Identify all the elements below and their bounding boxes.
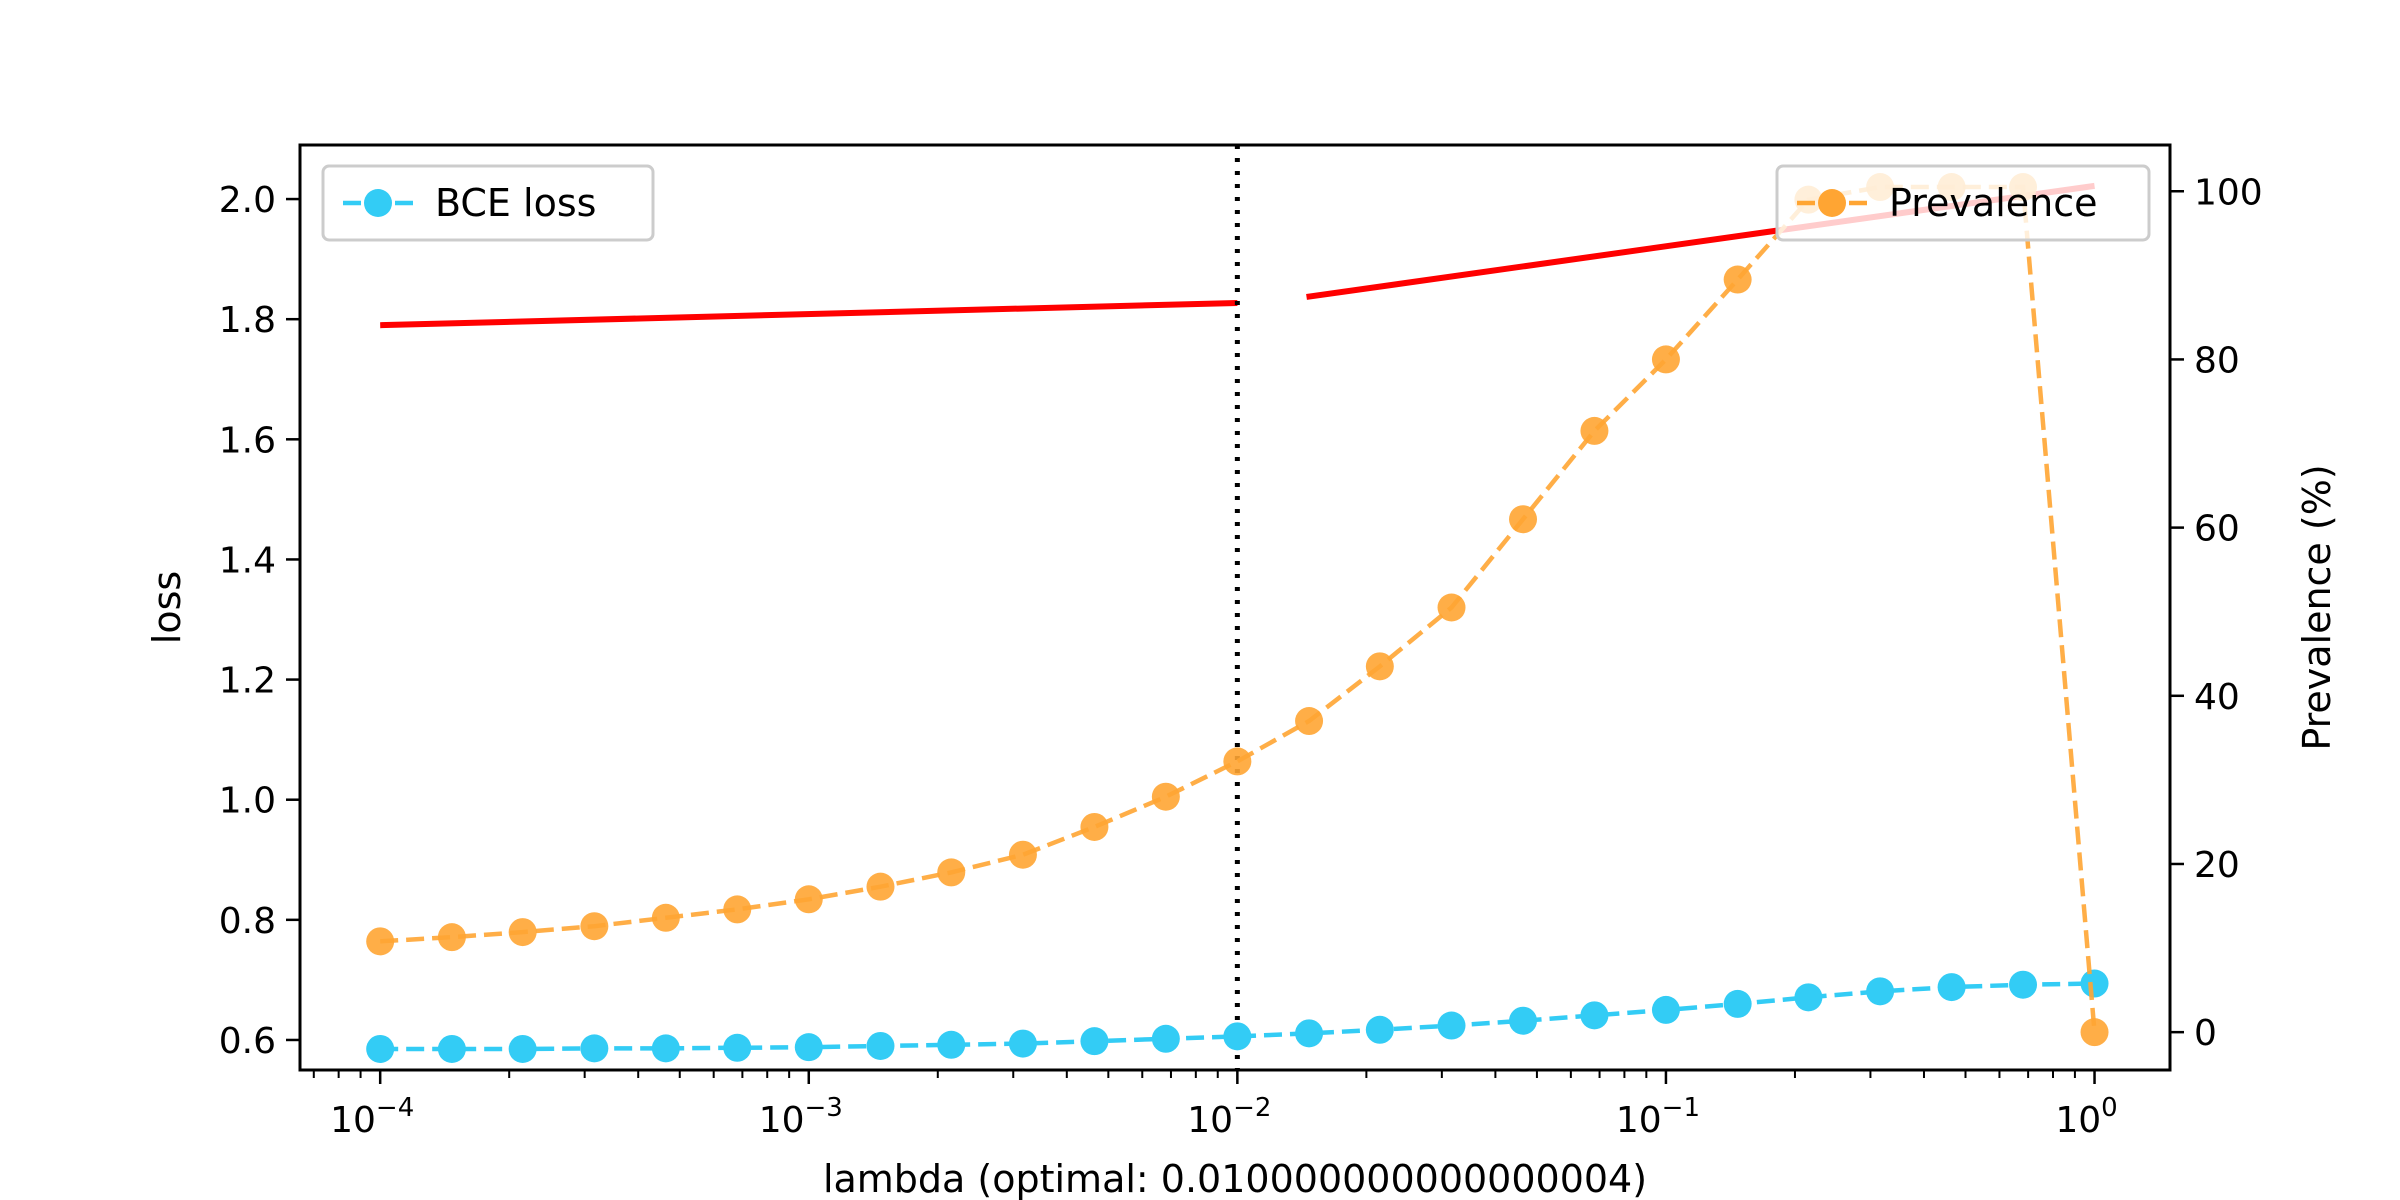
- data-point: [937, 1030, 966, 1059]
- right-tick-label: 20: [2194, 845, 2240, 886]
- data-point: [1794, 983, 1823, 1012]
- data-point: [1080, 812, 1109, 841]
- data-point: [1365, 652, 1394, 681]
- right-tick-label: 80: [2194, 340, 2240, 381]
- data-point: [437, 923, 466, 952]
- data-point: [580, 1034, 609, 1063]
- data-point: [723, 1033, 752, 1062]
- x-tick-label: 100: [2055, 1093, 2117, 1141]
- data-point: [1437, 1011, 1466, 1040]
- legend-marker-swatch: [1818, 189, 1846, 217]
- data-point: [1651, 995, 1680, 1024]
- data-point: [1580, 1001, 1609, 1030]
- x-tick-exponent: −1: [1662, 1093, 1700, 1123]
- data-point: [508, 918, 537, 947]
- data-point: [1866, 977, 1895, 1006]
- data-point: [723, 895, 752, 924]
- series-line-prevalence: [380, 184, 2097, 1033]
- data-point: [1151, 1024, 1180, 1053]
- data-point: [1295, 707, 1324, 736]
- data-point: [1008, 1029, 1037, 1058]
- data-point: [1580, 416, 1609, 445]
- x-tick-exponent: 0: [2101, 1093, 2118, 1123]
- legend-box: [1775, 164, 2151, 242]
- data-point: [437, 1034, 466, 1063]
- data-point: [1723, 265, 1752, 294]
- data-point: [866, 1031, 895, 1060]
- x-tick-base: 10: [1616, 1100, 1662, 1141]
- x-tick-base: 10: [759, 1100, 805, 1141]
- data-point: [2009, 970, 2038, 999]
- left-tick-label: 1.8: [219, 300, 276, 341]
- plot-frame: [298, 143, 2172, 1072]
- right-axis-title: Prevalence (%): [2295, 464, 2339, 750]
- data-point: [1723, 989, 1752, 1018]
- x-tick-exponent: −3: [805, 1093, 843, 1123]
- left-tick-label: 0.6: [219, 1021, 276, 1062]
- data-point: [1151, 782, 1180, 811]
- right-tick-label: 60: [2194, 509, 2240, 550]
- x-tick-label: 10−4: [330, 1093, 414, 1141]
- legend-label: Prevalence: [1889, 181, 2097, 225]
- legend-label: BCE loss: [435, 181, 596, 225]
- data-point: [1008, 840, 1037, 869]
- right-tick-label: 0: [2194, 1013, 2217, 1054]
- data-point: [794, 885, 823, 914]
- data-point: [1223, 747, 1252, 776]
- x-axis-title: lambda (optimal: 0.010000000000000004): [823, 1157, 1647, 1200]
- data-point: [651, 903, 680, 932]
- data-point: [508, 1034, 537, 1063]
- left-tick-label: 1.2: [219, 661, 276, 702]
- x-tick-exponent: −2: [1233, 1093, 1271, 1123]
- data-point: [866, 872, 895, 901]
- data-point: [1509, 505, 1538, 534]
- left-tick-label: 2.0: [219, 180, 276, 221]
- left-tick-label: 1.6: [219, 420, 276, 461]
- data-point: [1651, 345, 1680, 374]
- data-point: [1937, 973, 1966, 1002]
- right-tick-label: 100: [2194, 172, 2263, 213]
- x-tick-exponent: −4: [376, 1093, 414, 1123]
- right-tick-label: 40: [2194, 677, 2240, 718]
- data-point: [794, 1033, 823, 1062]
- left-tick-label: 0.8: [219, 901, 276, 942]
- legend-marker-swatch: [364, 189, 392, 217]
- data-point: [937, 858, 966, 887]
- x-tick-base: 10: [1187, 1100, 1233, 1141]
- left-tick-label: 1.4: [219, 540, 276, 581]
- data-point: [366, 927, 395, 956]
- data-point: [1080, 1027, 1109, 1056]
- left-axis-title: loss: [145, 571, 189, 644]
- legend-box: [321, 164, 655, 242]
- x-tick-label: 10−1: [1616, 1093, 1700, 1141]
- data-point: [651, 1034, 680, 1063]
- data-point: [366, 1034, 395, 1063]
- data-point: [1295, 1019, 1324, 1048]
- left-tick-label: 1.0: [219, 781, 276, 822]
- data-point: [1437, 593, 1466, 622]
- data-point: [1223, 1022, 1252, 1051]
- x-tick-label: 10−2: [1187, 1093, 1271, 1141]
- x-tick-label: 10−3: [759, 1093, 843, 1141]
- data-point: [1509, 1006, 1538, 1035]
- data-point: [2080, 1018, 2109, 1047]
- data-point: [1365, 1015, 1394, 1044]
- data-point: [2080, 969, 2109, 998]
- x-tick-base: 10: [2055, 1100, 2101, 1141]
- x-tick-base: 10: [330, 1100, 376, 1141]
- red-line: [380, 299, 1238, 329]
- data-point: [580, 912, 609, 941]
